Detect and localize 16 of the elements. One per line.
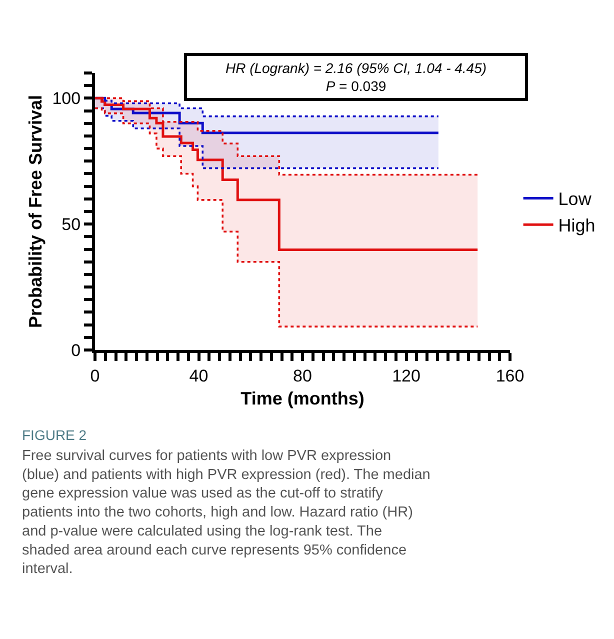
annotation: P = 0.039 <box>326 78 386 94</box>
caption: FIGURE 2 <box>22 427 87 443</box>
x-tick-label: 120 <box>392 366 420 386</box>
y-tick-label: 100 <box>52 89 81 108</box>
annotation: HR (Logrank) = 2.16 (95% CI, 1.04 - 4.45) <box>225 60 487 76</box>
legend-label: Low <box>558 189 592 210</box>
y-tick-label: 50 <box>62 215 81 234</box>
x-tick-label: 80 <box>293 366 312 386</box>
text: Free survival curves for patients with low PVR expression (blue) and patients with high PVR expression (red). The median gene expression value was used as the cut-off to stratify patients into the two cohorts, high and low. Hazard ratio (HR) and p-value were calculated using the log-rank test. The shaded area around each curve represents 95% confidence interval. <box>22 448 430 578</box>
x-tick-label: 0 <box>90 366 100 386</box>
x-axis-title: Time (months) <box>240 388 364 408</box>
legend-label: High <box>558 216 596 236</box>
y-axis-title: Probability of Free Survival <box>25 94 46 328</box>
y-tick-label: 0 <box>71 340 81 360</box>
x-tick-label: 160 <box>496 366 524 386</box>
x-tick-label: 40 <box>189 366 208 386</box>
